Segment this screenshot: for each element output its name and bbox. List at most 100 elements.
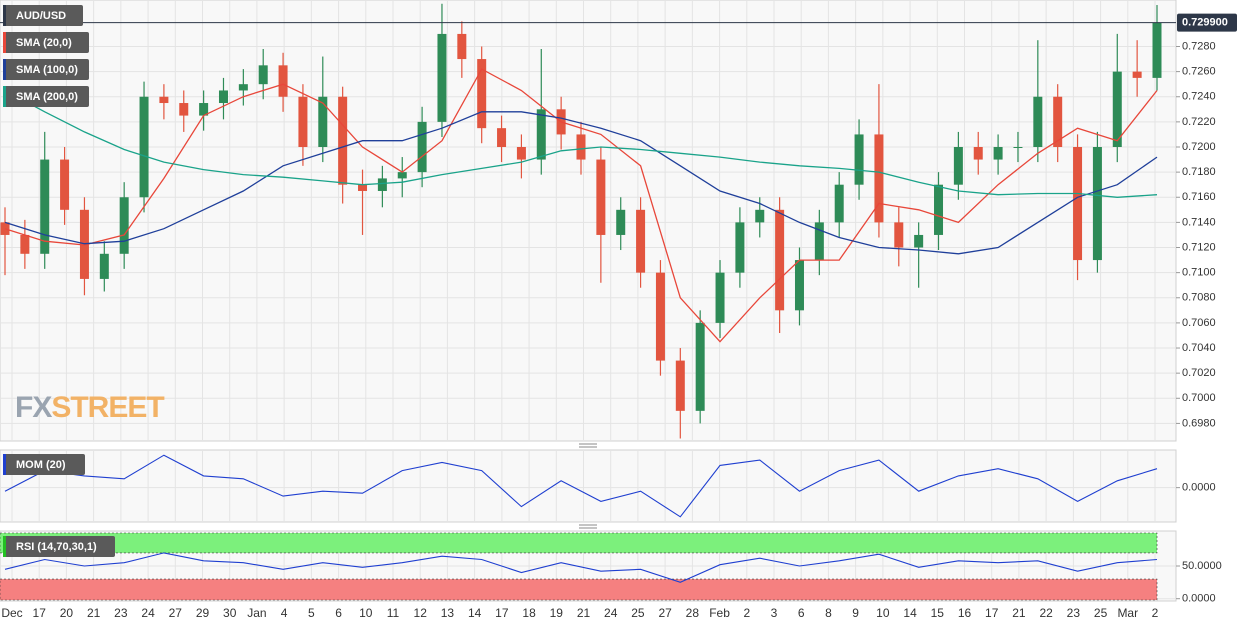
- x-tick-label: 20: [60, 606, 74, 620]
- x-tick-label: 25: [1094, 606, 1108, 620]
- watermark-street: STREET: [51, 391, 164, 424]
- candle-body: [218, 90, 228, 104]
- y-tick-label: 0.7240: [1182, 91, 1216, 103]
- x-tick-label: 23: [114, 606, 128, 620]
- x-tick-label: 21: [87, 606, 101, 620]
- candle-body: [199, 103, 209, 116]
- x-tick-label: 9: [852, 606, 859, 620]
- legend-label: SMA (100,0): [16, 64, 78, 76]
- y-tick-label: 0.7260: [1182, 66, 1216, 78]
- line: [4, 111, 1158, 255]
- candle-body: [159, 96, 169, 104]
- candle-body: [914, 234, 924, 248]
- candle-body: [338, 96, 348, 185]
- candle-body: [1152, 22, 1162, 78]
- x-tick-label: Feb: [709, 606, 730, 620]
- candle-body: [536, 109, 546, 160]
- x-tick-label: 18: [522, 606, 536, 620]
- line: [4, 454, 1158, 518]
- x-tick-label: 2: [1152, 606, 1159, 620]
- legend-box: [3, 86, 89, 107]
- x-tick-label: 12: [414, 606, 428, 620]
- x-tick-label: 4: [281, 606, 288, 620]
- x-tick-label: 19: [550, 606, 564, 620]
- x-tick-label: 17: [985, 606, 999, 620]
- candle-body: [993, 147, 1003, 160]
- line: [4, 68, 1158, 343]
- legend-label: SMA (20,0): [16, 37, 72, 49]
- candle-body: [934, 184, 944, 235]
- candle-body: [497, 128, 507, 147]
- candle-body: [40, 159, 50, 254]
- candle-body: [358, 184, 368, 191]
- legend-box: [3, 536, 115, 557]
- legend-box: [3, 59, 89, 80]
- candle-body: [1092, 147, 1102, 261]
- candle-body: [238, 84, 248, 91]
- candle-body: [179, 103, 189, 116]
- legend-label: SMA (200,0): [16, 91, 78, 103]
- candle-body: [397, 172, 407, 179]
- watermark-fx: FX: [15, 391, 52, 424]
- legend-box: [3, 454, 85, 475]
- candle-body: [457, 33, 467, 60]
- candle-body: [99, 253, 109, 279]
- x-tick-label: 21: [1012, 606, 1026, 620]
- candle-body: [298, 96, 308, 147]
- candle-body: [794, 260, 804, 311]
- candle-body: [894, 222, 904, 248]
- candle-body: [715, 272, 725, 323]
- x-tick-label: 3: [771, 606, 778, 620]
- x-tick-label: Mar: [1117, 606, 1138, 620]
- x-tick-label: 21: [577, 606, 591, 620]
- legend-swatch: [3, 5, 6, 26]
- candle-body: [675, 360, 685, 411]
- x-tick-label: 13: [441, 606, 455, 620]
- candle-body: [854, 134, 864, 185]
- candle-body: [1033, 96, 1043, 147]
- candle-body: [775, 209, 785, 311]
- line: [4, 552, 1158, 583]
- legend-swatch: [3, 32, 6, 53]
- candle-body: [1112, 71, 1122, 147]
- x-tick-label: 6: [335, 606, 342, 620]
- y-tick-label: 0.7220: [1182, 116, 1216, 128]
- x-tick-label: 2: [743, 606, 750, 620]
- x-tick-label: 22: [1039, 606, 1053, 620]
- candle-body: [437, 33, 447, 122]
- legend-swatch: [3, 536, 6, 557]
- candle-body: [636, 209, 646, 273]
- line: [4, 89, 1158, 198]
- candle-body: [735, 222, 745, 273]
- candle-body: [60, 159, 70, 210]
- candle-body: [1053, 96, 1063, 147]
- x-tick-label: 6: [798, 606, 805, 620]
- x-tick-label: Dec: [1, 606, 22, 620]
- candle-body: [377, 178, 387, 191]
- legend-swatch: [3, 86, 6, 107]
- y-tick-label: 0.7180: [1182, 166, 1216, 178]
- x-tick-label: 16: [958, 606, 972, 620]
- legend-label: MOM (20): [16, 459, 66, 471]
- x-tick-label: 27: [658, 606, 672, 620]
- y-tick-label: 0.7200: [1182, 141, 1216, 153]
- x-tick-label: 23: [1067, 606, 1081, 620]
- legend-label: RSI (14,70,30,1): [16, 541, 97, 553]
- candle-body: [258, 65, 268, 85]
- candle-body: [616, 209, 626, 235]
- x-tick-label: 27: [169, 606, 183, 620]
- candle-body: [0, 222, 10, 235]
- y-tick-label: 0.7080: [1182, 292, 1216, 304]
- x-tick-label: 29: [196, 606, 210, 620]
- candle-body: [576, 134, 586, 160]
- y-tick-label: 50.0000: [1182, 560, 1222, 572]
- candle-body: [874, 134, 884, 223]
- candle-body: [1013, 147, 1023, 148]
- legend-box: [3, 5, 83, 26]
- y-tick-label: 0.7100: [1182, 267, 1216, 279]
- candle-body: [755, 209, 765, 223]
- candle-body: [318, 96, 328, 147]
- candle-body: [477, 59, 487, 129]
- x-tick-label: 11: [387, 606, 400, 620]
